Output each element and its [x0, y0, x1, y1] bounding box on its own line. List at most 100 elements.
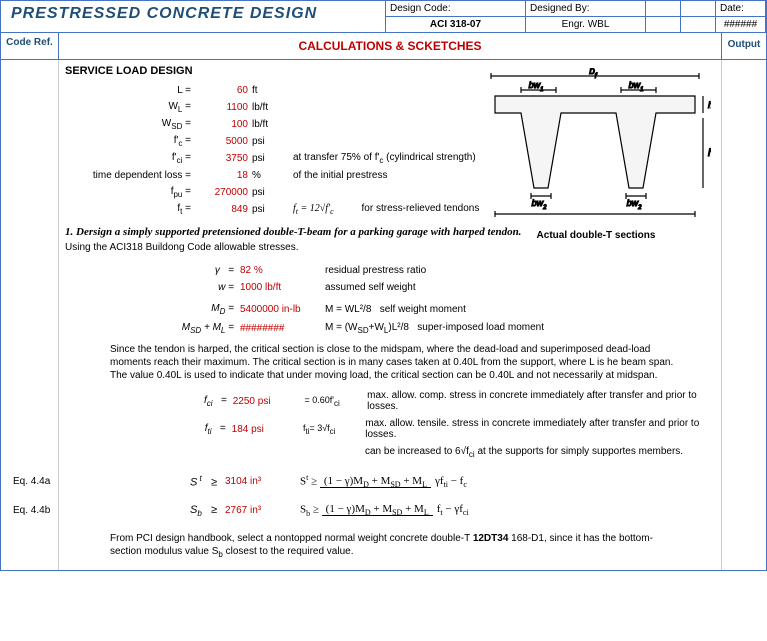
calc-label: MSD + ML =	[65, 322, 240, 335]
spreadsheet-container: PRESTRESSED CONCRETE DESIGN Design Code:…	[0, 0, 767, 571]
svg-text:bw2: bw2	[532, 198, 548, 211]
empty-cell	[681, 1, 716, 17]
code-ref-header: Code Ref.	[1, 33, 59, 59]
param-unit: lb/ft	[250, 102, 285, 113]
svg-text:bf: bf	[589, 68, 598, 80]
eq-reference: Eq. 4.4a	[13, 476, 50, 487]
svg-text:h: h	[708, 148, 711, 159]
designed-by-label: Designed By:	[526, 1, 646, 17]
diagram-caption: Actual double-T sections	[481, 230, 711, 241]
date-value[interactable]: ######	[716, 17, 766, 32]
calc-formula: = 0.60f'ci	[305, 395, 358, 408]
empty-cell	[646, 1, 681, 17]
param-label: f'ci =	[65, 152, 195, 165]
sub-header: Code Ref. CALCULATIONS & SCKETCHES Outpu…	[1, 33, 766, 60]
calc-value[interactable]: 5400000 in-lb	[240, 304, 315, 315]
param-unit: psi	[250, 187, 285, 198]
param-value[interactable]: 270000	[195, 187, 250, 198]
param-unit: lb/ft	[250, 119, 285, 130]
empty-cell[interactable]	[681, 17, 716, 32]
main-title: PRESTRESSED CONCRETE DESIGN	[1, 1, 385, 32]
calc-sketches-header: CALCULATIONS & SCKETCHES	[59, 33, 721, 59]
param-note: at transfer 75% of f'c (cylindrical stre…	[285, 152, 476, 165]
date-label: Date:	[716, 1, 766, 17]
calc-label: w =	[65, 282, 240, 293]
equation-row: Eq. 4.4a S t ≥ 3104 in³ St ≥ (1 − γ)MD +…	[65, 473, 715, 489]
designed-by-value[interactable]: Engr. WBL	[526, 17, 646, 32]
svg-text:bw2: bw2	[627, 198, 643, 211]
calc-block-2: MD = 5400000 in-lb M = WL²/8 self weight…	[65, 303, 715, 335]
double-t-diagram: bf bw1 bw1 bw2 bw2 hf h	[481, 68, 711, 241]
calc-row: fti = 184 psi fti= 3√fci max. allow. ten…	[65, 418, 715, 440]
eq-value[interactable]: 2767 in³	[225, 505, 280, 516]
param-unit: %	[250, 170, 285, 181]
svg-text:bw1: bw1	[629, 80, 644, 93]
param-label: ft =	[65, 203, 195, 216]
eq-reference: Eq. 4.4b	[13, 505, 50, 516]
calc-block-1: γ = 82 % residual prestress ratio w = 100…	[65, 265, 715, 293]
calc-row: fci = 2250 psi = 0.60f'ci max. allow. co…	[65, 390, 715, 412]
header-info: Design Code: Designed By: Date: ACI 318-…	[385, 1, 766, 32]
param-value[interactable]: 60	[195, 85, 250, 96]
code-ref-column	[1, 60, 59, 570]
calc-label: MD =	[65, 303, 240, 316]
calc-formula: fti= 3√fci	[303, 423, 355, 436]
calc-row: w = 1000 lb/ft assumed self weight	[65, 282, 715, 293]
param-unit: psi	[250, 204, 285, 215]
explanation-para-1: Since the tendon is harped, the critical…	[110, 343, 683, 382]
title-bar: PRESTRESSED CONCRETE DESIGN Design Code:…	[1, 1, 766, 33]
param-note: of the initial prestress	[285, 170, 388, 181]
svg-text:bw1: bw1	[529, 80, 544, 93]
calc-value[interactable]: ########	[240, 323, 315, 334]
problem-sub: Using the ACI318 Buildong Code allowable…	[65, 242, 715, 253]
param-label: L =	[65, 85, 195, 96]
calc-value[interactable]: 1000 lb/ft	[240, 282, 315, 293]
calc-row: MSD + ML = ######## M = (WSD+WL)L²/8 sup…	[65, 322, 715, 335]
calc-note: residual prestress ratio	[315, 265, 426, 276]
calc-block-3: fci = 2250 psi = 0.60f'ci max. allow. co…	[65, 390, 715, 440]
explanation-para-2: From PCI design handbook, select a nonto…	[110, 532, 683, 560]
calc-row: MD = 5400000 in-lb M = WL²/8 self weight…	[65, 303, 715, 316]
svg-text:hf: hf	[708, 100, 711, 113]
eq-formula: St ≥ (1 − γ)MD + MSD + MLγfti − fc	[280, 473, 471, 489]
param-unit: psi	[250, 136, 285, 147]
output-header: Output	[721, 33, 766, 59]
eq-symbol: Sb ≥	[65, 504, 225, 518]
calc-note: M = (WSD+WL)L²/8 super-imposed load mome…	[315, 322, 544, 335]
param-label: WL =	[65, 101, 195, 114]
calc-label: γ =	[65, 265, 240, 276]
param-unit: psi	[250, 153, 285, 164]
calc-label: fci =	[65, 395, 233, 408]
calc-row: γ = 82 % residual prestress ratio	[65, 265, 715, 276]
design-code-label: Design Code:	[386, 1, 526, 17]
param-value[interactable]: 849	[195, 204, 250, 215]
param-value[interactable]: 18	[195, 170, 250, 181]
output-column	[721, 60, 766, 570]
param-unit: ft	[250, 85, 285, 96]
param-value[interactable]: 100	[195, 119, 250, 130]
param-label: time dependent loss =	[65, 170, 195, 181]
main-column: SERVICE LOAD DESIGN bf bw1 bw1 bw2	[59, 60, 721, 570]
design-code-value[interactable]: ACI 318-07	[386, 17, 526, 32]
param-value[interactable]: 5000	[195, 136, 250, 147]
calc-value[interactable]: 184 psi	[232, 424, 303, 435]
eq-value[interactable]: 3104 in³	[225, 476, 280, 487]
param-value[interactable]: 3750	[195, 153, 250, 164]
calc-note: max. allow. comp. stress in concrete imm…	[357, 390, 715, 412]
calc-label: fti =	[65, 423, 232, 436]
param-label: fpu =	[65, 186, 195, 199]
calc-value[interactable]: 82 %	[240, 265, 315, 276]
param-value[interactable]: 1100	[195, 102, 250, 113]
calc-note: max. allow. tensile. stress in concrete …	[355, 418, 715, 440]
equation-row: Eq. 4.4b Sb ≥ 2767 in³ Sb ≥ (1 − γ)MD + …	[65, 503, 715, 518]
calc-note: assumed self weight	[315, 282, 416, 293]
eq-formula: Sb ≥ (1 − γ)MD + MSD + MLft − γfci	[280, 503, 473, 518]
param-label: f'c =	[65, 135, 195, 148]
calc-note: M = WL²/8 self weight moment	[315, 304, 466, 315]
param-note: ft = 12√f'c for stress-relieved tendons	[285, 203, 479, 216]
empty-cell[interactable]	[646, 17, 681, 32]
note-6sqrt: can be increased to 6√fci at the support…	[355, 446, 715, 459]
calc-value[interactable]: 2250 psi	[233, 396, 305, 407]
param-label: WSD =	[65, 118, 195, 131]
equations-block: Eq. 4.4a S t ≥ 3104 in³ St ≥ (1 − γ)MD +…	[65, 473, 715, 518]
